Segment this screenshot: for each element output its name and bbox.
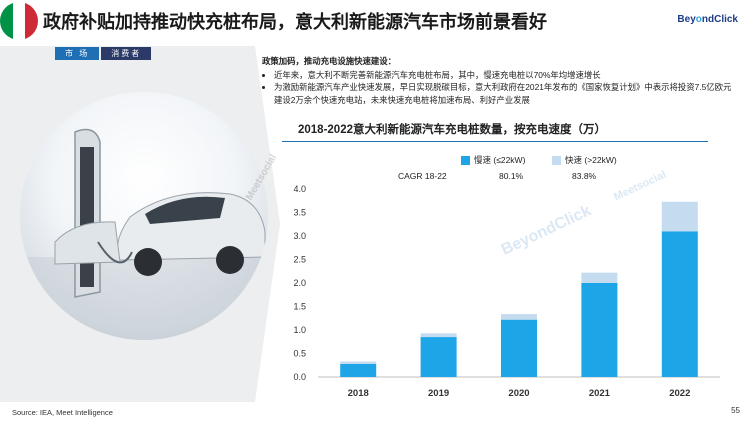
y-tick-label: 1.0 (293, 325, 306, 335)
x-tick-label: 2022 (669, 388, 690, 399)
bar-slow (581, 283, 618, 377)
bar-fast (420, 333, 457, 338)
x-tick-label: 2020 (508, 388, 529, 399)
chart-title-underline (282, 141, 708, 142)
source-note: Source: IEA, Meet Intelligence (12, 408, 113, 417)
y-tick-label: 4.0 (293, 184, 306, 194)
y-tick-label: 2.0 (293, 278, 306, 288)
x-tick-label: 2018 (348, 388, 369, 399)
bar-slow (661, 231, 698, 377)
policy-bullet: 近年来，意大利不断完善新能源汽车充电桩布局，其中，慢速充电桩以70%年均增速增长 (274, 69, 732, 82)
flag-red-stripe (25, 2, 38, 40)
flag-white-stripe (12, 2, 26, 40)
y-tick-label: 0.0 (293, 372, 306, 382)
italy-flag-icon (0, 2, 38, 40)
y-tick-label: 3.5 (293, 208, 306, 218)
y-tick-label: 2.5 (293, 255, 306, 265)
bar-fast (661, 201, 698, 232)
x-tick-label: 2019 (428, 388, 449, 399)
cagr-value-fast: 83.8% (572, 171, 597, 181)
legend-label-slow: 慢速 (≤22kW) (474, 155, 526, 165)
page-number: 55 (731, 406, 740, 415)
legend-swatch-fast (552, 155, 561, 165)
category-tabs: 市 场 消费者 (55, 47, 152, 60)
cagr-value-slow: 80.1% (499, 171, 524, 181)
bar-slow (501, 319, 537, 377)
bar-fast (340, 361, 377, 364)
ev-charging-photo (20, 92, 268, 340)
logo-text-3: ndClick (701, 14, 738, 25)
bar-fast (501, 314, 537, 320)
x-tick-label: 2021 (589, 388, 611, 399)
tab-consumer[interactable]: 消费者 (101, 47, 152, 60)
y-tick-label: 0.5 (293, 349, 306, 359)
legend-swatch-slow (461, 155, 470, 165)
chart-title: 2018-2022意大利新能源汽车充电桩数量，按充电速度（万） (298, 124, 606, 136)
bar-chart: 0.0 0.5 1.0 1.5 2.0 2.5 3.0 3.5 4.0 2018 2019 2020 2… (293, 184, 720, 399)
y-tick-label: 1.5 (293, 302, 306, 312)
ev-charging-illustration (20, 128, 268, 340)
bar-fast (581, 272, 618, 283)
bar-slow (340, 363, 377, 377)
policy-heading: 政策加码，推动充电设施快速建设： (262, 56, 396, 66)
y-tick-label: 3.0 (293, 231, 306, 241)
flag-green-stripe (0, 2, 13, 40)
page-title: 政府补贴加持推动快充桩布局，意大利新能源汽车市场前景看好 (43, 12, 547, 32)
bar-slow (420, 337, 457, 377)
cagr-label: CAGR 18-22 (398, 171, 447, 181)
legend-label-fast: 快速 (>22kW) (565, 155, 617, 165)
legend-item-slow: 慢速 (≤22kW) (461, 154, 525, 166)
logo-text-1: Bey (677, 14, 696, 25)
beyondclick-logo: BeyondClick (677, 14, 738, 25)
legend-item-fast: 快速 (>22kW) (552, 154, 617, 166)
policy-bullets: 近年来，意大利不断完善新能源汽车充电桩布局，其中，慢速充电桩以70%年均增速增长… (262, 69, 732, 107)
policy-bullet: 为激励新能源汽车产业快速发展，早日实现脱碳目标，意大利政府在2021年发布的《国… (274, 81, 732, 106)
logo-text-2: o (695, 14, 702, 25)
tab-market[interactable]: 市 场 (55, 47, 100, 60)
policy-text: 政策加码，推动充电设施快速建设： 近年来，意大利不断完善新能源汽车充电桩布局，其… (262, 55, 732, 106)
